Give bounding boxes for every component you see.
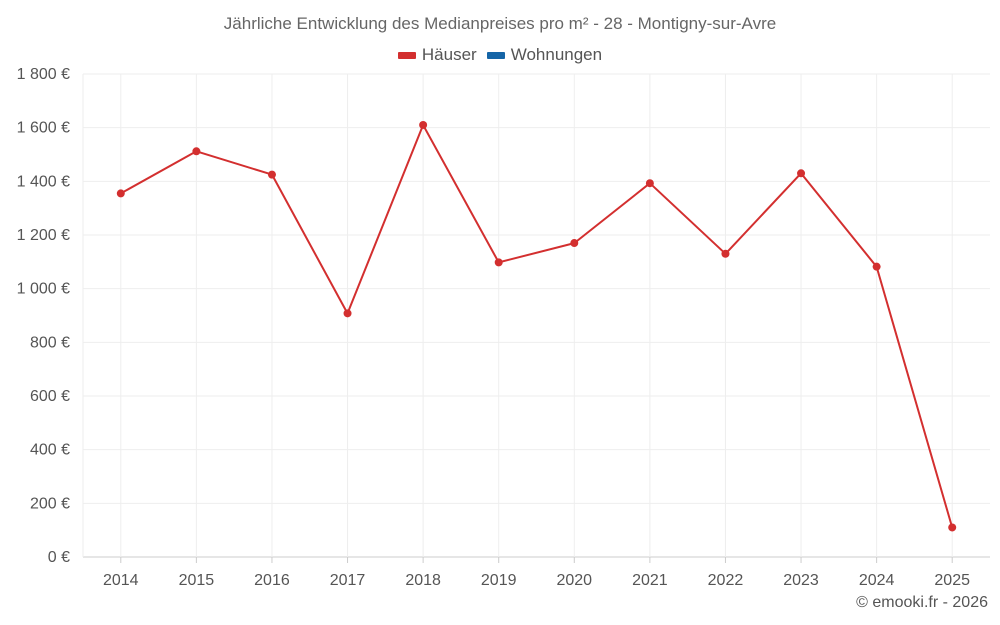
- x-tick-label: 2020: [556, 572, 592, 589]
- data-point: [494, 258, 503, 267]
- x-tick-label: 2017: [330, 572, 366, 589]
- x-tick-label: 2019: [481, 572, 517, 589]
- y-tick-label: 400 €: [30, 442, 70, 459]
- legend-item-haeuser[interactable]: Häuser: [397, 45, 477, 65]
- data-point: [343, 309, 352, 318]
- y-tick-label: 1 400 €: [17, 173, 70, 190]
- y-tick-label: 0 €: [48, 549, 70, 566]
- data-point: [419, 120, 428, 129]
- legend-label-wohnungen: Wohnungen: [510, 45, 603, 64]
- data-point: [116, 189, 125, 198]
- x-tick-label: 2022: [708, 572, 744, 589]
- data-point: [192, 147, 201, 156]
- data-point: [645, 179, 654, 188]
- y-tick-label: 800 €: [30, 334, 70, 351]
- legend-item-wohnungen[interactable]: Wohnungen: [486, 45, 603, 65]
- chart-legend: Häuser Wohnungen: [0, 45, 1000, 65]
- data-point: [721, 249, 730, 258]
- x-tick-label: 2014: [103, 572, 139, 589]
- y-tick-label: 1 000 €: [17, 281, 70, 298]
- x-tick-label: 2025: [934, 572, 970, 589]
- x-tick-label: 2016: [254, 572, 290, 589]
- y-tick-label: 600 €: [30, 388, 70, 405]
- legend-swatch-haeuser: [397, 51, 416, 59]
- series-line: [120, 124, 954, 528]
- y-tick-label: 1 600 €: [17, 120, 70, 137]
- credit-text: © emooki.fr - 2026: [856, 594, 988, 611]
- data-point: [797, 169, 806, 178]
- y-tick-label: 1 200 €: [17, 227, 70, 244]
- data-point: [570, 239, 579, 248]
- y-tick-label: 1 800 €: [17, 66, 70, 83]
- data-point: [872, 262, 881, 271]
- x-tick-label: 2021: [632, 572, 668, 589]
- x-tick-label: 2024: [859, 572, 895, 589]
- x-tick-label: 2023: [783, 572, 819, 589]
- data-point: [267, 170, 276, 179]
- x-tick-label: 2015: [179, 572, 215, 589]
- legend-label-haeuser: Häuser: [421, 45, 477, 64]
- chart-title: Jährliche Entwicklung des Medianpreises …: [223, 14, 777, 33]
- y-tick-label: 200 €: [30, 495, 70, 512]
- x-tick-label: 2018: [405, 572, 441, 589]
- legend-swatch-wohnungen: [486, 51, 505, 59]
- data-point: [948, 523, 957, 532]
